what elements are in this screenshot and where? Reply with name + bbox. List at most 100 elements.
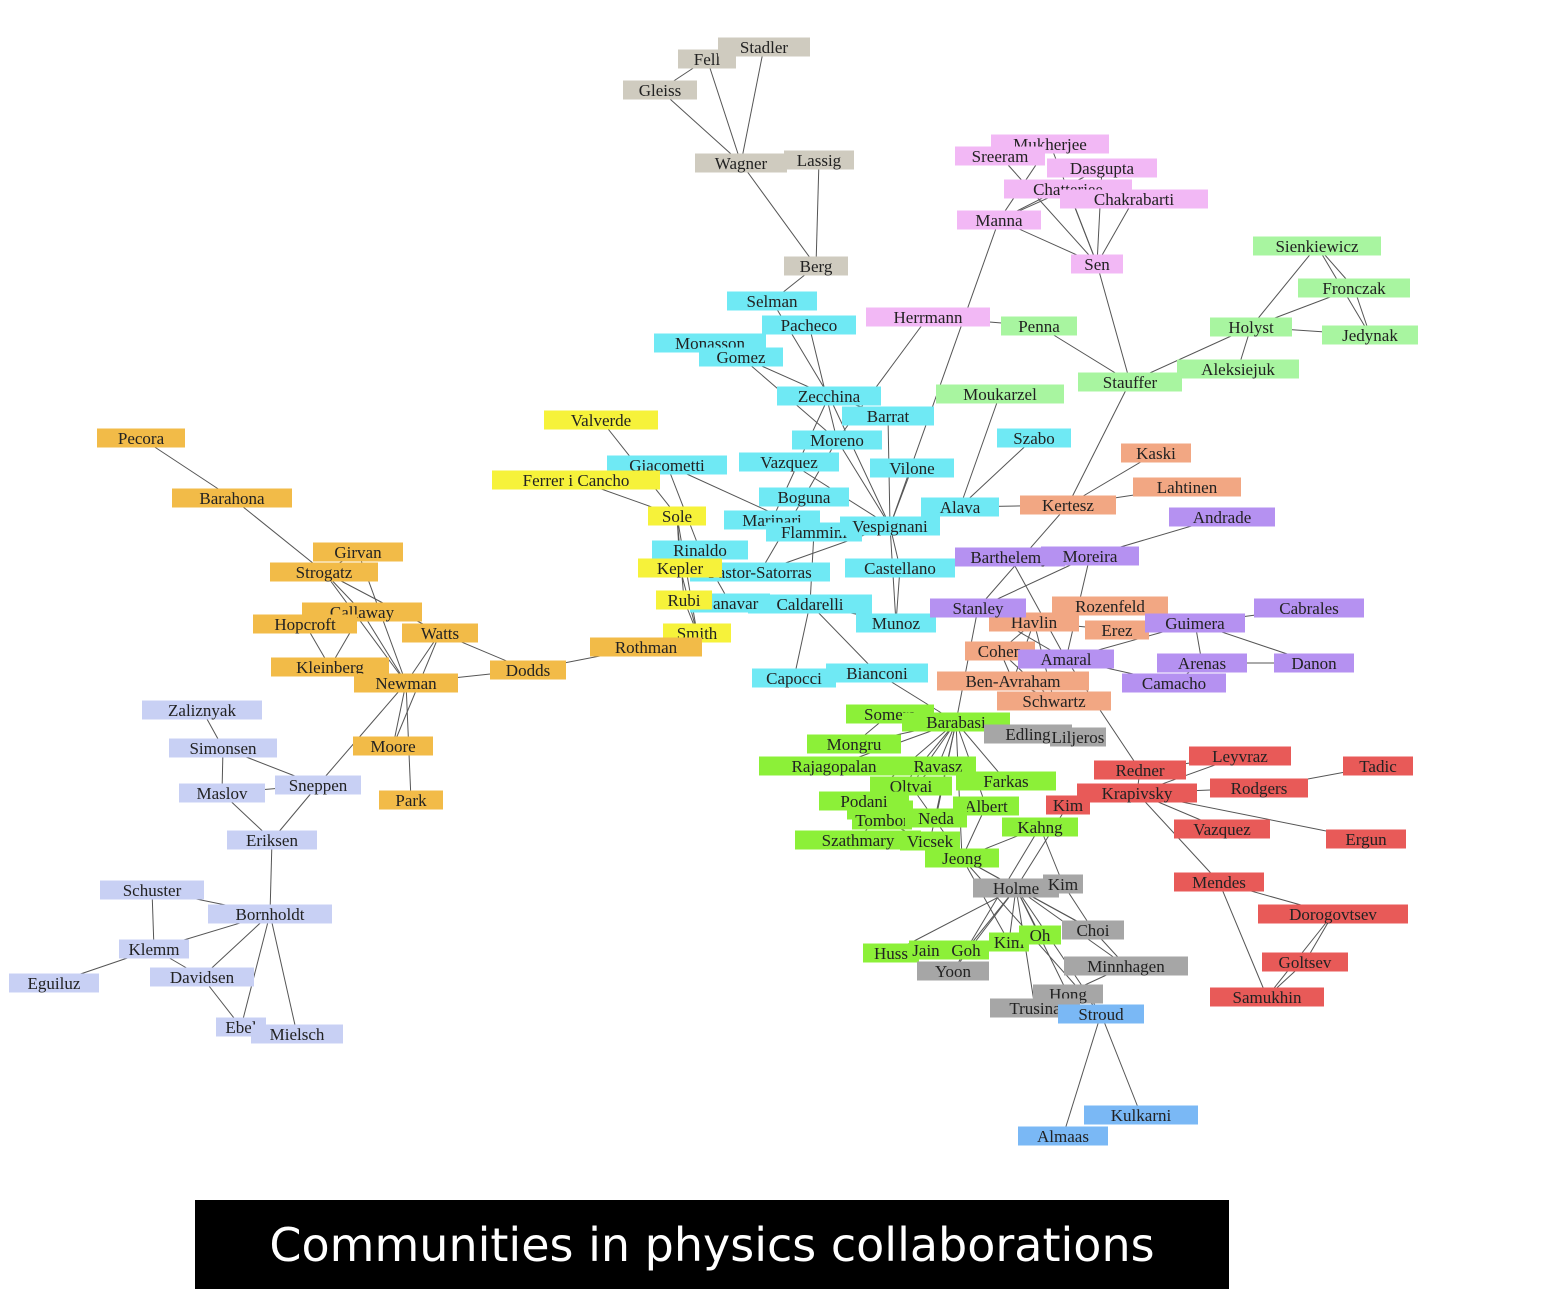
node-box xyxy=(623,80,697,100)
node-box xyxy=(1041,546,1139,566)
node-label: Vicsek xyxy=(907,832,954,851)
edge-sen-stauffer xyxy=(1096,263,1131,383)
edge-barabasi-stanley xyxy=(955,607,979,723)
node-camacho: Camacho xyxy=(1122,673,1226,693)
node-box xyxy=(648,506,706,526)
node-moore: Moore xyxy=(353,736,433,756)
node-barrat: Barrat xyxy=(842,406,934,426)
node-box xyxy=(1047,158,1157,178)
node-box xyxy=(1133,477,1241,497)
node-label: Sneppen xyxy=(289,776,348,795)
node-box xyxy=(379,790,443,810)
node-box xyxy=(1210,778,1308,798)
node-box xyxy=(997,691,1111,711)
node-box xyxy=(1078,372,1182,392)
node-label: Berg xyxy=(800,257,833,276)
node-box xyxy=(997,428,1071,448)
node-box xyxy=(856,613,936,633)
node-label: Vilone xyxy=(889,459,934,478)
node-label: Guimera xyxy=(1165,614,1225,633)
node-label: Jain xyxy=(912,941,940,960)
node-label: Rothman xyxy=(615,638,678,657)
node-box xyxy=(208,904,332,924)
node-ferrericancho: Ferrer i Cancho xyxy=(492,470,660,490)
node-label: Krapivsky xyxy=(1102,784,1173,803)
node-tadic: Tadic xyxy=(1343,756,1413,776)
edge-mendes-samukhin xyxy=(1218,881,1268,998)
node-bianconi: Bianconi xyxy=(826,663,928,683)
node-box xyxy=(762,315,856,335)
node-box xyxy=(900,831,960,851)
node-label: Watts xyxy=(421,624,459,643)
node-box xyxy=(1077,783,1197,803)
node-sole: Sole xyxy=(648,506,706,526)
node-label: Munoz xyxy=(872,614,921,633)
node-label: Trusina xyxy=(1009,999,1061,1018)
node-label: Fronczak xyxy=(1322,279,1386,298)
node-stroud: Stroud xyxy=(1058,1004,1144,1024)
node-label: Stauffer xyxy=(1103,373,1158,392)
node-box xyxy=(1262,952,1348,972)
node-box xyxy=(1174,872,1264,892)
node-label: Cohen xyxy=(978,642,1023,661)
node-kim3: Kim xyxy=(1046,795,1090,815)
node-label: Jedynak xyxy=(1342,326,1398,345)
node-label: Chakrabarti xyxy=(1094,190,1175,209)
node-label: Zaliznyak xyxy=(168,701,236,720)
node-box xyxy=(1210,317,1292,337)
node-label: Aleksiejuk xyxy=(1201,360,1275,379)
node-label: Camacho xyxy=(1142,674,1206,693)
node-box xyxy=(957,210,1041,230)
node-lahtinen: Lahtinen xyxy=(1133,477,1241,497)
node-box xyxy=(965,641,1035,661)
node-box xyxy=(752,668,836,688)
figure-caption: Communities in physics collaborations xyxy=(195,1200,1229,1289)
edge-moukarzel-alava xyxy=(959,393,1001,508)
node-kepler: Kepler xyxy=(638,558,722,578)
node-label: Ebel xyxy=(225,1018,256,1037)
node-choi: Choi xyxy=(1062,920,1124,940)
node-holme: Holme xyxy=(973,878,1059,898)
node-label: Goh xyxy=(951,941,981,960)
node-box xyxy=(590,637,702,657)
node-krapivsky: Krapivsky xyxy=(1077,783,1197,803)
node-label: Boguna xyxy=(778,488,831,507)
node-maslov: Maslov xyxy=(179,783,265,803)
edge-eriksen-bornholdt xyxy=(269,839,273,915)
node-oh: Oh xyxy=(1019,925,1061,945)
node-label: Bianconi xyxy=(846,664,908,683)
node-label: Kim xyxy=(1048,875,1078,894)
node-box xyxy=(1258,904,1408,924)
node-mongru: Mongru xyxy=(807,734,901,754)
node-label: Jeong xyxy=(942,849,982,868)
node-label: Sole xyxy=(662,507,692,526)
node-label: Oltvai xyxy=(890,777,933,796)
node-stadler: Stadler xyxy=(718,37,810,57)
node-moreno: Moreno xyxy=(792,430,882,450)
node-label: Mongru xyxy=(827,735,882,754)
node-label: Tombor xyxy=(855,811,909,830)
node-box xyxy=(251,1024,343,1044)
node-girvan: Girvan xyxy=(313,542,403,562)
node-samukhin: Samukhin xyxy=(1210,987,1324,1007)
node-label: Goltsev xyxy=(1279,953,1332,972)
node-trusina: Trusina xyxy=(990,998,1080,1018)
node-albert: Albert xyxy=(953,796,1019,816)
node-label: Kertesz xyxy=(1042,496,1094,515)
node-box xyxy=(1058,1004,1144,1024)
node-label: Arenas xyxy=(1178,654,1226,673)
node-label: Hopcroft xyxy=(274,615,336,634)
node-rinaldo: Rinaldo xyxy=(652,540,748,560)
node-box xyxy=(490,660,566,680)
node-newman: Newman xyxy=(354,673,458,693)
node-label: Pecora xyxy=(118,429,165,448)
node-benavraham: Ben-Avraham xyxy=(937,671,1089,691)
node-label: Barthelemy xyxy=(970,548,1050,567)
node-box xyxy=(100,880,204,900)
node-box xyxy=(313,542,403,562)
node-box xyxy=(652,540,748,560)
node-moreira: Moreira xyxy=(1041,546,1139,566)
node-box xyxy=(863,943,919,963)
node-label: Selman xyxy=(747,292,798,311)
node-dorogovtsev: Dorogovtsev xyxy=(1258,904,1408,924)
